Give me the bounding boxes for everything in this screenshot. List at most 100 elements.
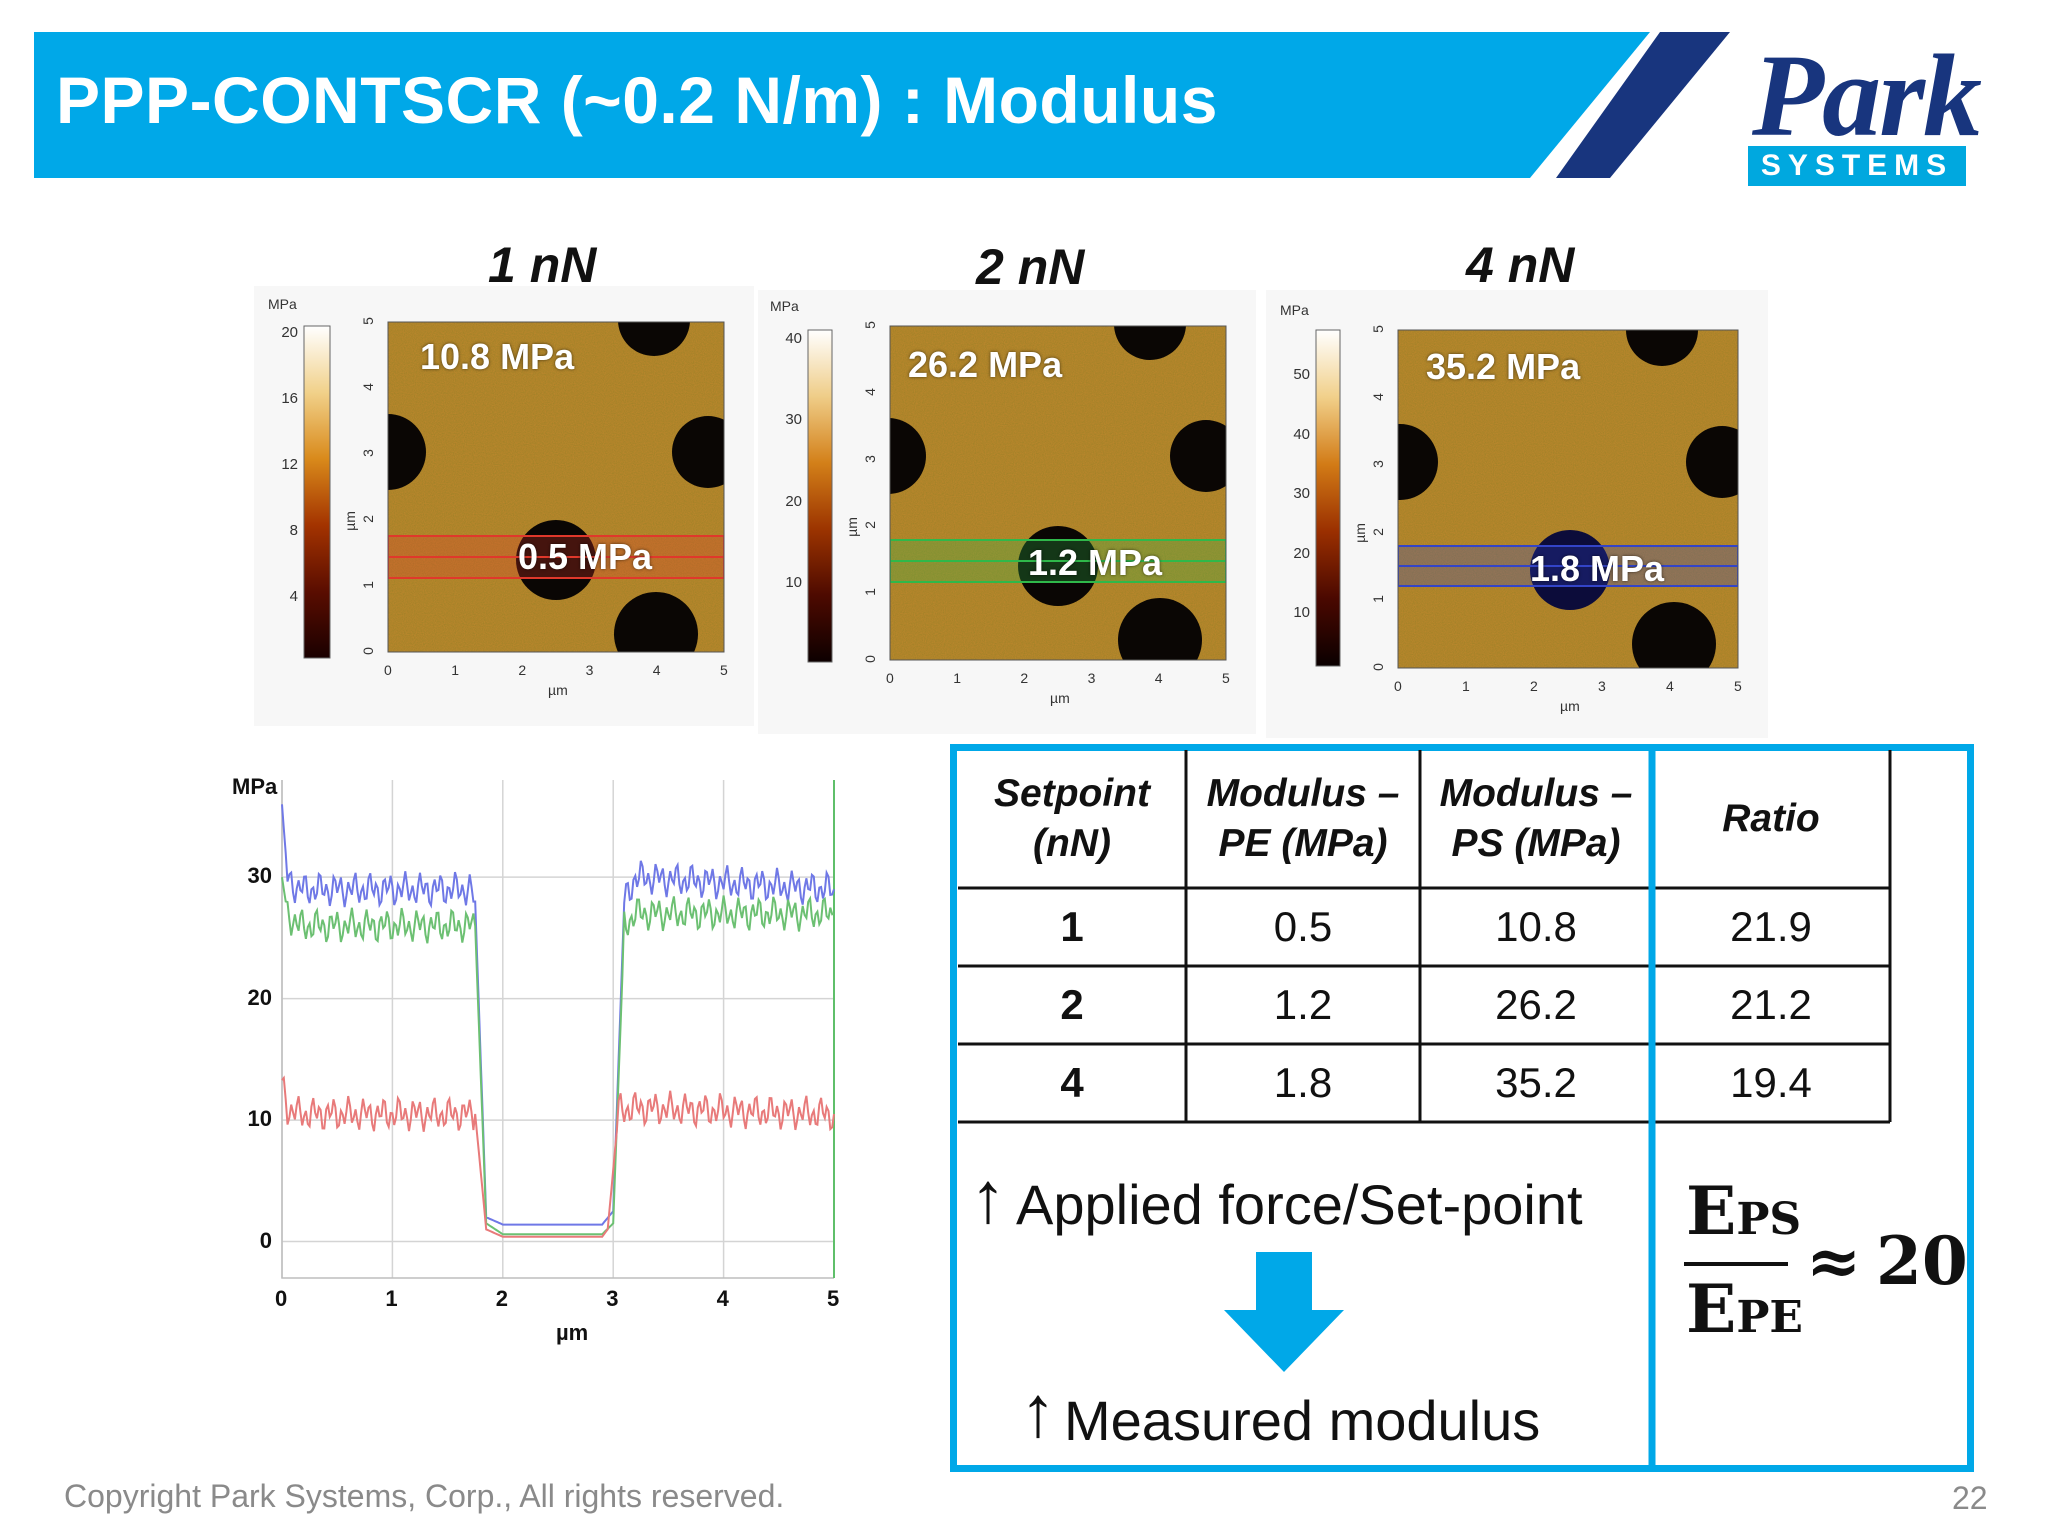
colorbar-tick: 20 (785, 492, 802, 510)
profile-series-3 (281, 1075, 835, 1238)
table-header-line: Modulus – (1206, 772, 1400, 815)
table-cell: 35.2 (1495, 1059, 1577, 1106)
table-cell: 1.2 (1273, 981, 1333, 1028)
map-label-ps: 35.2 MPa (1426, 346, 1581, 387)
eq-approx: ≈ (1806, 1222, 1862, 1300)
copyright-footer: Copyright Park Systems, Corp., All right… (64, 1478, 785, 1514)
afm-map-1 (254, 286, 754, 726)
colorbar-tick: 40 (1293, 425, 1310, 443)
map-x-tick: 2 (1020, 670, 1029, 686)
panel-title: 2 nN (976, 239, 1085, 295)
profile-series-1 (281, 804, 835, 1226)
colorbar-unit: MPa (1280, 302, 1309, 318)
chart-xlabel: µm (556, 1320, 589, 1345)
table-header-cell: Modulus – PE (MPa) (1186, 750, 1420, 888)
map-x-label: µm (1050, 690, 1070, 706)
colorbar-tick: 30 (785, 411, 802, 429)
colorbar-tick: 10 (1293, 604, 1310, 621)
colorbar-tick: 8 (289, 522, 298, 539)
map-x-tick: 0 (1394, 678, 1402, 694)
chart-x-tick: 5 (827, 1286, 840, 1311)
map-x-tick: 1 (1462, 678, 1470, 694)
map-x-tick: 4 (652, 662, 661, 678)
logo-subtitle: SYSTEMS (1748, 146, 1966, 186)
slide-title: PPP-CONTSCR (~0.2 N/m) : Modulus (56, 63, 1218, 137)
map-label-pe: 1.8 MPa (1530, 548, 1665, 589)
map-x-tick: 3 (585, 662, 594, 678)
map-x-tick: 1 (451, 662, 459, 678)
colorbar-tick: 12 (281, 456, 298, 473)
table-header-line: Modulus – (1439, 772, 1633, 815)
map-x-tick: 5 (1222, 670, 1230, 686)
eq-value: 20 (1876, 1222, 1968, 1300)
table-header-cell: Ratio (1652, 750, 1890, 888)
table-cell: 21.9 (1730, 903, 1812, 950)
map-x-label: µm (1560, 698, 1580, 714)
chart-axes (281, 780, 834, 1279)
table-header-line: (nN) (1033, 822, 1111, 865)
map-x-tick: 1 (953, 670, 961, 686)
up-arrow-icon: ↑ (970, 1158, 1006, 1238)
map-x-tick: 4 (1666, 678, 1674, 694)
colorbar-tick: 10 (785, 574, 802, 591)
map-x-tick: 0 (886, 670, 894, 686)
afm-map-3 (1266, 290, 1768, 738)
map-x-label: µm (548, 682, 568, 698)
map-x-tick: 0 (384, 662, 392, 678)
chart-y-tick: 10 (247, 1106, 272, 1132)
setpoint-cell: 1 (1060, 903, 1084, 950)
colorbar-unit: MPa (770, 298, 799, 314)
chart-x-tick: 2 (495, 1286, 509, 1311)
note-applied-force: Applied force/Set-point (1016, 1173, 1583, 1236)
map-x-tick: 3 (1598, 678, 1606, 694)
colorbar-tick: 20 (1293, 544, 1310, 562)
table-cell: 0.5 (1273, 903, 1333, 950)
setpoint-cell: 2 (1060, 981, 1084, 1028)
fraction-bar (1684, 1262, 1788, 1266)
map-x-tick: 2 (518, 662, 527, 678)
header-bar (34, 32, 1730, 178)
table-cell: 21.2 (1730, 981, 1812, 1028)
chart-x-tick: 0 (275, 1286, 288, 1311)
colorbar-tick: 30 (1293, 485, 1310, 502)
map-x-tick: 5 (720, 662, 728, 678)
map-label-ps: 10.8 MPa (420, 336, 575, 377)
map-x-tick: 3 (1087, 670, 1096, 686)
table-cell: 1.8 (1273, 1059, 1333, 1106)
eq-denominator: EPE (1686, 1270, 1803, 1348)
table-frame (950, 744, 1974, 1472)
colorbar-tick: 40 (785, 330, 802, 347)
table-header-cell: Setpoint (nN) (958, 750, 1186, 888)
down-arrow-icon (1224, 1252, 1344, 1372)
table-header-line: PE (MPa) (1218, 822, 1388, 865)
chart-x-tick: 3 (606, 1286, 619, 1311)
table-header-line: PS (MPa) (1451, 822, 1621, 865)
panel-title: 1 nN (488, 237, 597, 293)
table-cell: 10.8 (1495, 903, 1577, 950)
colorbar-tick: 16 (281, 390, 298, 407)
colorbar-tick: 50 (1293, 366, 1310, 383)
map-label-ps: 26.2 MPa (908, 344, 1063, 385)
profile-series-2 (281, 877, 835, 1236)
map-x-tick: 4 (1154, 670, 1163, 686)
chart-x-tick: 1 (385, 1286, 398, 1311)
panel-title: 4 nN (1466, 237, 1575, 293)
afm-map-2 (758, 290, 1256, 734)
chart-y-tick: 0 (259, 1227, 272, 1253)
page-number: 22 (1952, 1480, 1988, 1516)
eq-numerator: EPS (1686, 1172, 1802, 1250)
up-arrow-icon: ↑ (1020, 1372, 1056, 1452)
table-header-line: Ratio (1722, 797, 1820, 840)
setpoint-cell: 4 (1060, 1059, 1084, 1106)
colorbar-unit: MPa (268, 296, 297, 312)
colorbar-tick: 20 (281, 324, 298, 341)
table-cell: 26.2 (1495, 981, 1577, 1028)
note-measured-modulus: Measured modulus (1064, 1389, 1541, 1452)
map-label-pe: 1.2 MPa (1028, 542, 1163, 583)
chart-y-tick: 30 (247, 863, 272, 889)
table-header-line: Setpoint (994, 772, 1150, 815)
table-cell: 19.4 (1730, 1059, 1812, 1106)
map-x-tick: 2 (1530, 678, 1538, 694)
map-x-tick: 5 (1734, 678, 1742, 694)
